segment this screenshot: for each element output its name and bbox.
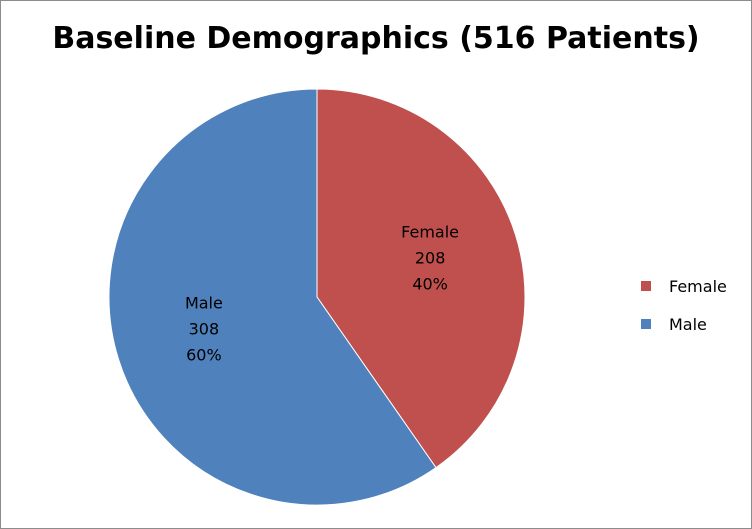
pie-label-value-male: 308 xyxy=(189,320,220,339)
legend-swatch-female xyxy=(641,281,651,291)
chart-title: Baseline Demographics (516 Patients) xyxy=(52,21,700,56)
pie-slice-male xyxy=(108,88,437,506)
legend-label-female: Female xyxy=(669,276,727,296)
legend: Female Male xyxy=(641,267,727,343)
legend-swatch-male xyxy=(641,319,651,329)
pie-label-percent-male: 60% xyxy=(186,346,222,365)
pie-label-percent-female: 40% xyxy=(412,274,448,293)
legend-item-female: Female xyxy=(641,267,727,305)
pie-label-name-male: Male xyxy=(185,294,223,313)
pie-label-name-female: Female xyxy=(401,222,459,241)
legend-label-male: Male xyxy=(669,314,707,334)
pie-slice-female xyxy=(316,88,526,469)
legend-item-male: Male xyxy=(641,305,727,343)
pie-label-value-female: 208 xyxy=(415,248,446,267)
